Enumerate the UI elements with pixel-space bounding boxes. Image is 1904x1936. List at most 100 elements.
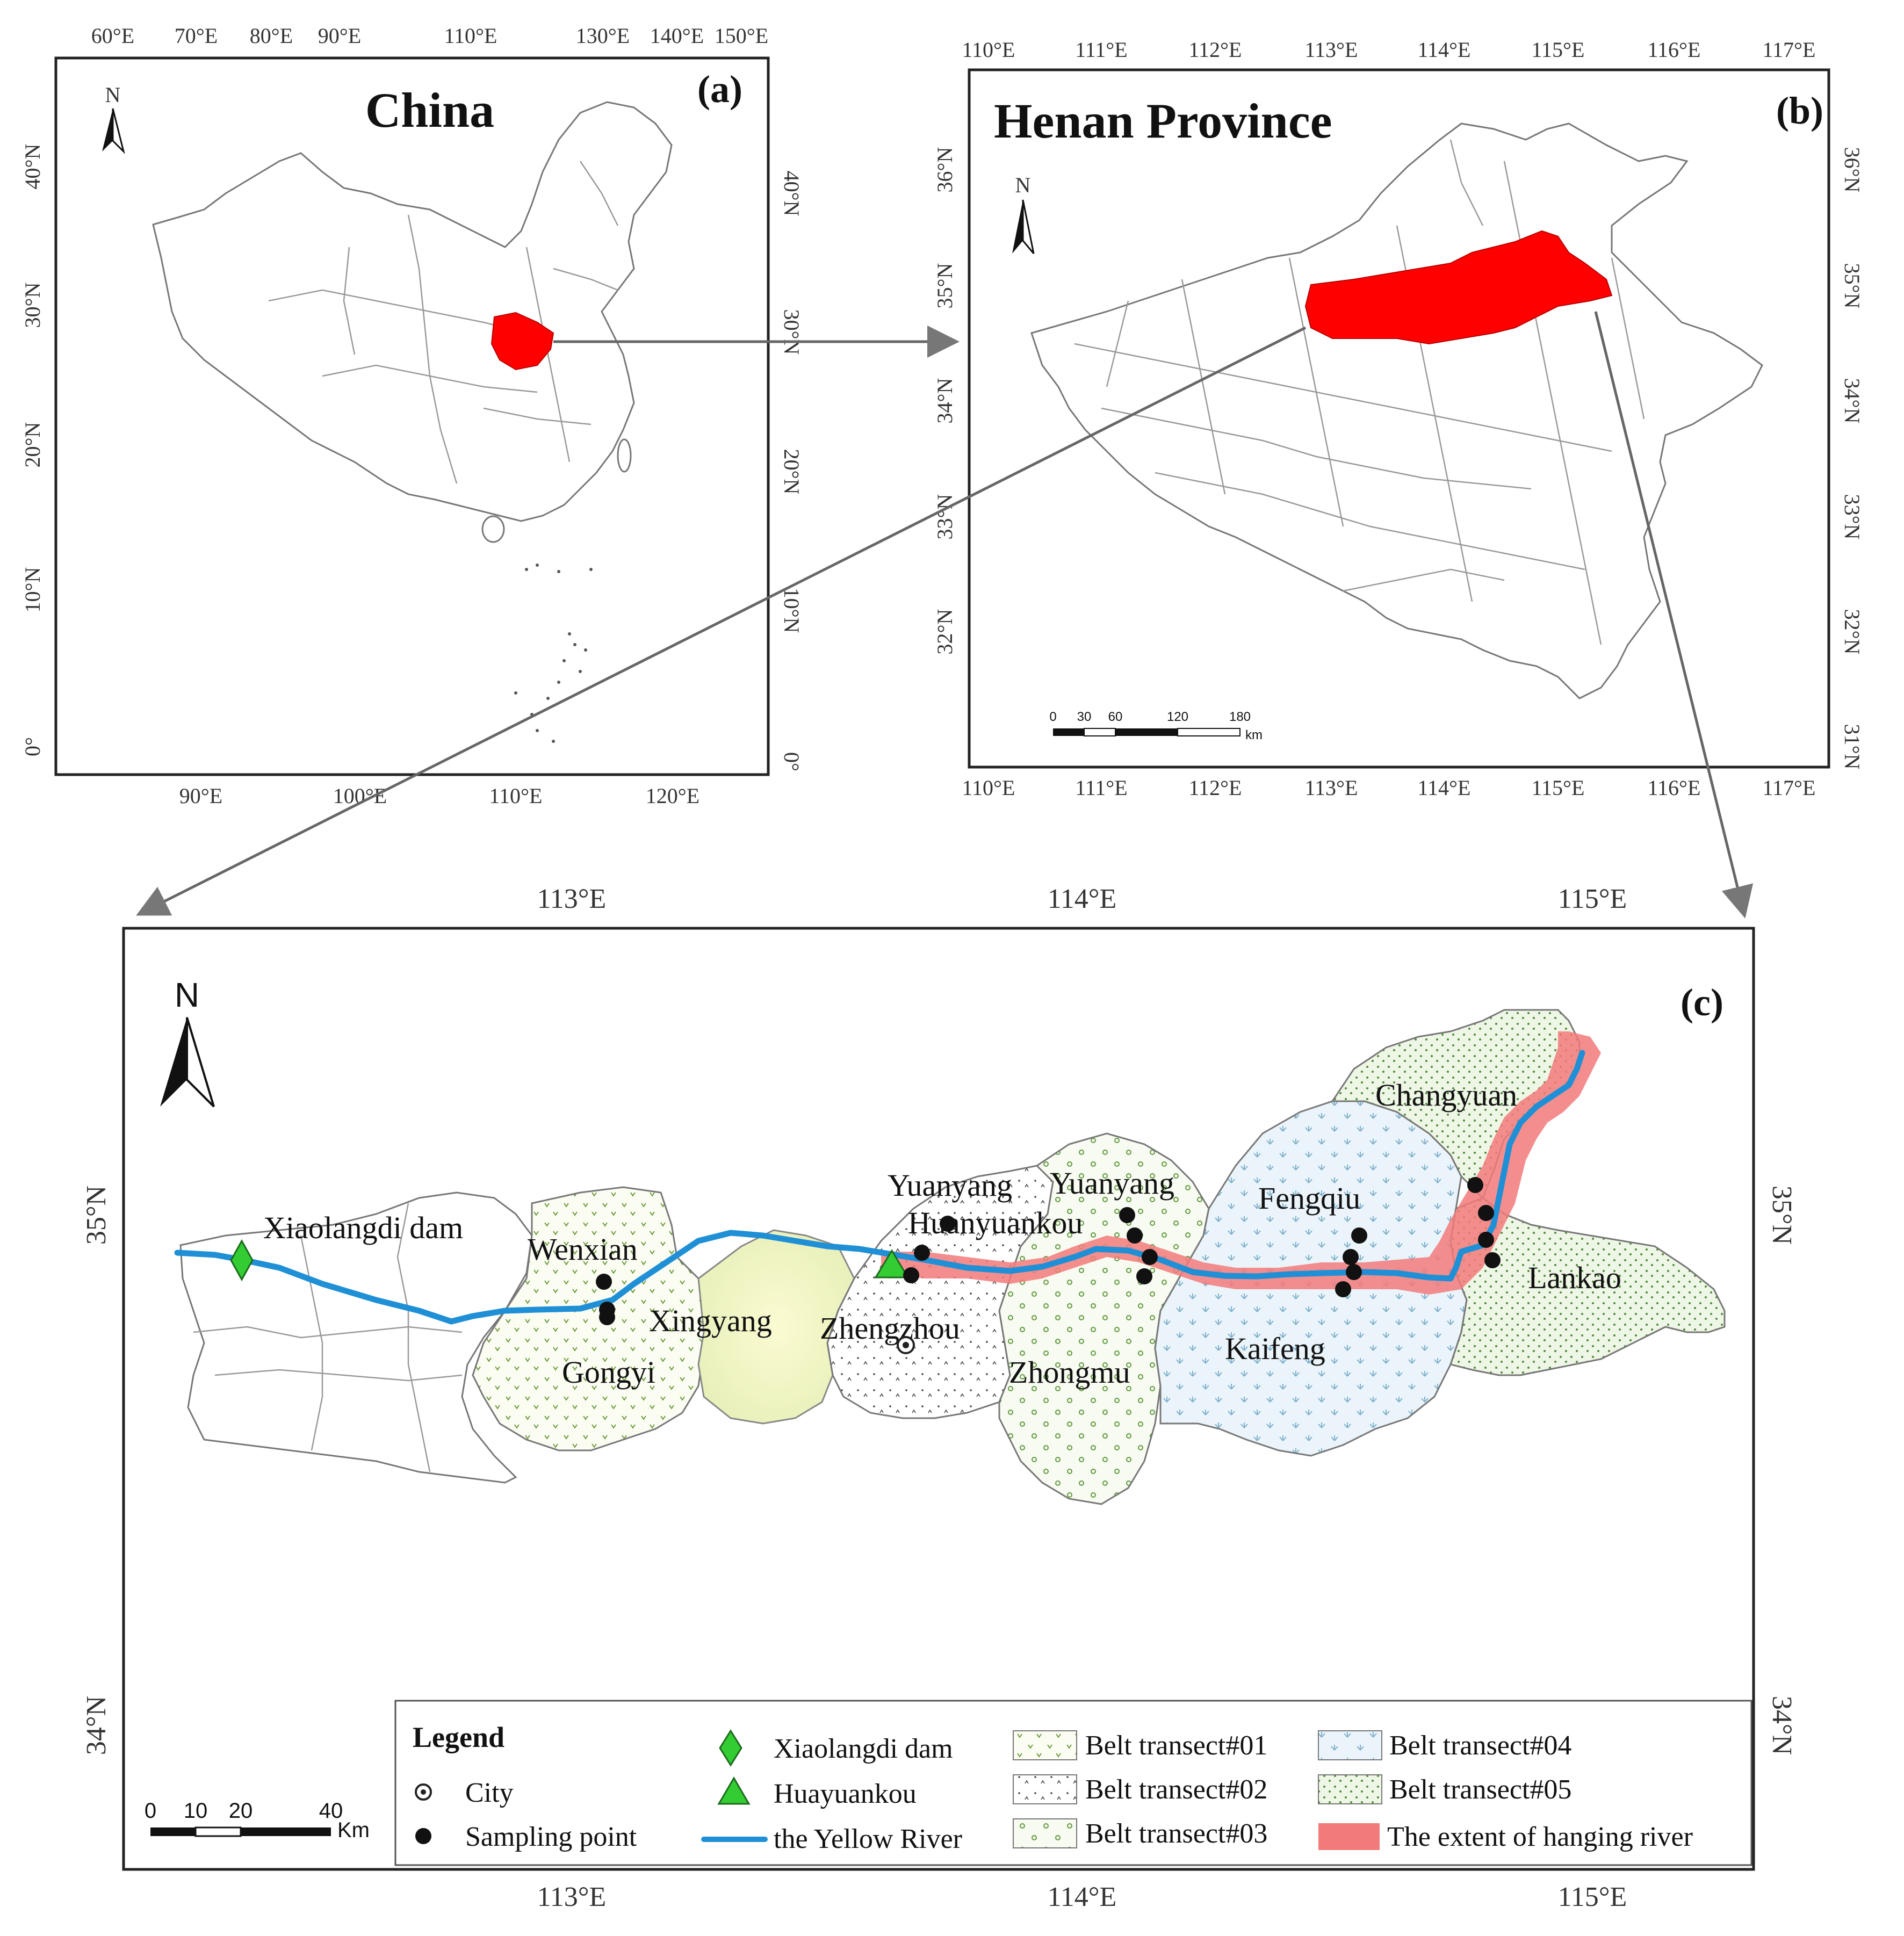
- place-label-zhongmu: Zhongmu: [1009, 1355, 1130, 1390]
- legend-item-belt3: Belt transect#03: [1013, 1818, 1267, 1849]
- tick-label: 35°N: [81, 1186, 112, 1245]
- north-label: N: [105, 83, 121, 107]
- tick-label: 115°E: [1532, 38, 1585, 62]
- place-label-huayuankou: Huanyuankou: [908, 1205, 1083, 1240]
- place-label-wenxian: Wenxian: [528, 1232, 638, 1267]
- tick-label: 117°E: [1763, 776, 1816, 800]
- legend-item-river: the Yellow River: [701, 1824, 962, 1854]
- legend-item-huayuankou: Huayuankou: [717, 1776, 917, 1809]
- tick-label: 114°E: [1048, 884, 1117, 914]
- tick-label: 110°E: [962, 776, 1015, 800]
- panel-b-bottom-ticks: 110°E 111°E 112°E 113°E 114°E 115°E 116°…: [962, 776, 1816, 800]
- belt-transect-05-south-area: [1449, 1197, 1726, 1376]
- place-label-xiaolangdi: Xiaolangdi dam: [263, 1210, 463, 1245]
- scale-label: 40: [319, 1799, 343, 1823]
- yellow-river-line: [174, 1050, 1585, 1325]
- place-label-yuanyang-west: Yuanyang: [888, 1168, 1012, 1203]
- panel-c-left-ticks: 35°N 34°N: [81, 1186, 112, 1755]
- tick-label: 110°E: [962, 38, 1015, 62]
- tick-label: 32°N: [1840, 609, 1864, 655]
- place-label-lankao: Lankao: [1528, 1260, 1621, 1295]
- tick-label: 34°N: [81, 1696, 112, 1755]
- tick-label: 80°E: [250, 24, 293, 48]
- panel-b-left-ticks: 36°N 35°N 34°N 33°N 32°N: [933, 147, 957, 655]
- legend-item-belt5: Belt transect#05: [1318, 1774, 1571, 1805]
- tick-label: 34°N: [933, 378, 957, 424]
- scale-label: 60: [1108, 710, 1123, 724]
- tick-label: 70°E: [175, 24, 218, 48]
- tick-label: 114°E: [1418, 776, 1471, 800]
- legend-label-belt5: Belt transect#05: [1389, 1774, 1571, 1805]
- tick-label: 36°N: [933, 147, 957, 193]
- henan-highlight: [491, 312, 554, 371]
- north-arrow-icon: N: [102, 83, 125, 154]
- tick-label: 111°E: [1075, 38, 1127, 62]
- tick-label: 116°E: [1648, 776, 1701, 800]
- panel-a-bottom-ticks: 90°E 100°E 110°E 120°E: [179, 784, 699, 808]
- panel-b-title: Henan Province: [994, 93, 1332, 148]
- panel-b-top-ticks: 110°E 111°E 112°E 113°E 114°E 115°E 116°…: [962, 38, 1816, 62]
- tick-label: 140°E: [650, 24, 704, 48]
- tick-label: 90°E: [179, 784, 222, 808]
- tick-label: 35°N: [933, 263, 957, 309]
- legend-title: Legend: [413, 1721, 504, 1753]
- sampling-points: [596, 1177, 1501, 1325]
- tick-label: 115°E: [1532, 776, 1585, 800]
- north-arrow-icon: N: [160, 976, 215, 1108]
- tick-label: 32°N: [933, 609, 957, 655]
- tick-label: 115°E: [1558, 1882, 1627, 1912]
- legend-label-river: the Yellow River: [774, 1824, 962, 1854]
- arrow-b-to-c-right: [1594, 311, 1754, 919]
- tick-label: 113°E: [1305, 776, 1358, 800]
- legend-item-hanging: The extent of hanging river: [1318, 1822, 1693, 1852]
- tick-label: 110°E: [444, 24, 497, 48]
- legend-item-sampling: Sampling point: [415, 1822, 637, 1852]
- panel-a-frame: [54, 56, 770, 776]
- scale-label: 0: [145, 1799, 156, 1823]
- place-label-kaifeng: Kaifeng: [1225, 1331, 1325, 1366]
- huayuankou-marker: [874, 1249, 910, 1278]
- tick-label: 34°N: [1766, 1696, 1797, 1755]
- scale-label: 120: [1167, 710, 1188, 724]
- tick-label: 120°E: [646, 784, 699, 808]
- legend: Legend City Sampling point Xiaolangdi da…: [394, 1700, 1752, 1866]
- panel-b-frame: [968, 68, 1830, 769]
- tick-label: 113°E: [537, 1882, 607, 1912]
- tick-label: 111°E: [1075, 776, 1127, 800]
- place-label-yuanyang-east: Yuanyang: [1050, 1166, 1174, 1201]
- hanging-river-extent: [881, 1031, 1601, 1295]
- xiaolangdi-dam-marker: [230, 1239, 254, 1282]
- scale-bar: 0 30 60 120 180 km: [1049, 710, 1263, 742]
- tick-label: 115°E: [1558, 884, 1627, 914]
- legend-label-sampling: Sampling point: [465, 1822, 637, 1852]
- tick-label: 33°N: [933, 494, 957, 540]
- tick-label: 35°N: [1840, 263, 1864, 309]
- scale-label: 20: [229, 1799, 253, 1823]
- legend-label-belt1: Belt transect#01: [1085, 1730, 1267, 1761]
- tick-label: 117°E: [1763, 38, 1816, 62]
- belt-highlight: [1304, 230, 1613, 345]
- tick-label: 113°E: [537, 884, 607, 914]
- panel-a-left-ticks: 40°N 30°N 20°N 10°N 0°: [20, 144, 45, 756]
- scale-label: 180: [1229, 710, 1251, 724]
- panel-b-letter: (b): [1776, 89, 1823, 132]
- tick-label: 0°: [780, 752, 804, 771]
- place-label-fengqiu: Fengqiu: [1258, 1181, 1360, 1216]
- place-label-xingyang: Xingyang: [649, 1303, 772, 1338]
- place-label-gongyi: Gongyi: [562, 1355, 655, 1390]
- tick-label: 112°E: [1189, 38, 1242, 62]
- tick-label: 90°E: [318, 24, 361, 48]
- tick-label: 35°N: [1766, 1186, 1797, 1245]
- legend-item-belt2: Belt transect#02: [1013, 1774, 1267, 1805]
- connector-arrows: [136, 311, 1754, 919]
- legend-label-city: City: [465, 1778, 514, 1808]
- china-map: [152, 101, 673, 743]
- place-label-zhengzhou: Zhengzhou: [820, 1311, 960, 1346]
- panel-b-right-ticks: 36°N 35°N 34°N 33°N 32°N 31°N: [1840, 147, 1864, 770]
- scale-bar: 0 10 20 40 Km: [145, 1799, 370, 1842]
- tick-label: 30°N: [20, 283, 45, 328]
- tick-label: 150°E: [715, 24, 768, 48]
- tick-label: 30°N: [780, 309, 804, 355]
- tick-label: 114°E: [1418, 38, 1471, 62]
